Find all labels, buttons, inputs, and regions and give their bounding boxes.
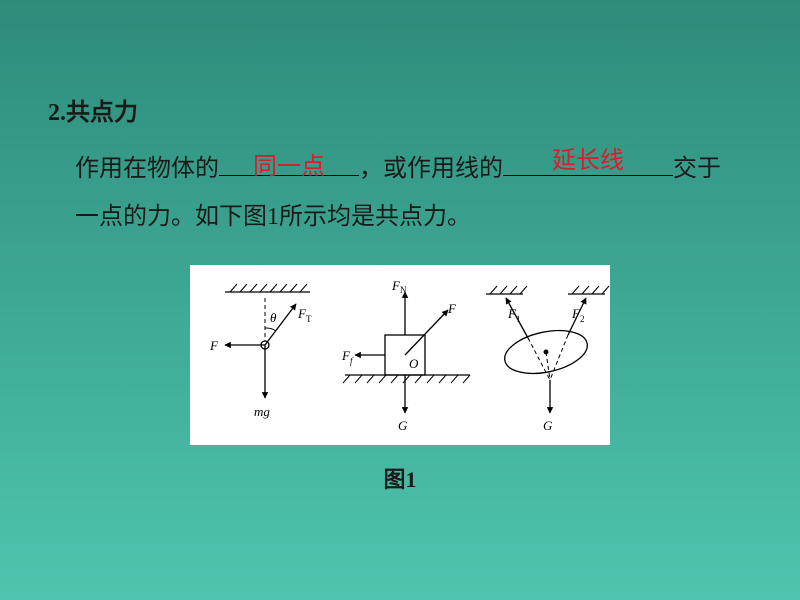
svg-text:f: f bbox=[350, 356, 354, 366]
section-heading: 2.共点力 bbox=[48, 92, 138, 127]
text-part3: 交于 bbox=[673, 156, 721, 182]
text-part4: 一点的力。如下图1所示均是共点力。 bbox=[75, 204, 471, 230]
svg-text:1: 1 bbox=[516, 314, 521, 324]
svg-text:F: F bbox=[209, 338, 219, 353]
figure-caption: 图1 bbox=[0, 462, 800, 494]
svg-text:G: G bbox=[543, 418, 553, 433]
diagram-3: F 1 F 2 G bbox=[486, 286, 609, 433]
svg-text:T: T bbox=[306, 314, 312, 324]
text-part1: 作用在物体的 bbox=[75, 156, 219, 182]
svg-text:O: O bbox=[409, 356, 419, 371]
blank-2: 延长线 bbox=[503, 147, 673, 176]
svg-text:mg: mg bbox=[254, 404, 270, 419]
blank-1: 同一点 bbox=[219, 147, 359, 176]
svg-text:2: 2 bbox=[580, 314, 585, 324]
text-part2: ，或作用线的 bbox=[359, 156, 503, 182]
figure-panel: θ F T F mg bbox=[190, 265, 610, 445]
svg-text:F: F bbox=[447, 301, 457, 316]
figure-svg: θ F T F mg bbox=[190, 265, 610, 445]
diagram-2: F N F F f O G bbox=[341, 278, 470, 433]
svg-text:N: N bbox=[400, 285, 407, 295]
svg-text:θ: θ bbox=[270, 310, 277, 325]
answer-2: 延长线 bbox=[503, 137, 673, 185]
diagram-1: θ F T F mg bbox=[209, 284, 312, 419]
svg-text:G: G bbox=[398, 418, 408, 433]
answer-1: 同一点 bbox=[219, 143, 359, 191]
body-text: 作用在物体的同一点，或作用线的延长线交于 一点的力。如下图1所示均是共点力。 bbox=[75, 145, 750, 241]
slide: 2.共点力 作用在物体的同一点，或作用线的延长线交于 一点的力。如下图1所示均是… bbox=[0, 0, 800, 600]
